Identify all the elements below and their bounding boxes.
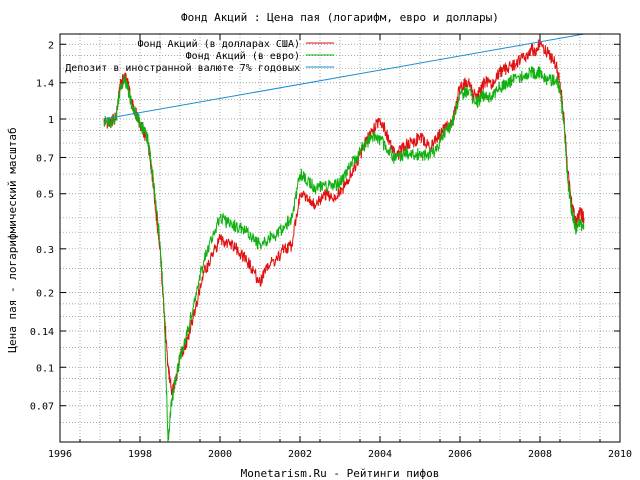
plot-frame: [59, 33, 621, 443]
y-tick-label: 1.4: [36, 79, 54, 90]
y-tick-label: 2: [48, 40, 54, 51]
x-tick-label: 1998: [128, 449, 152, 460]
x-tick-label: 2006: [448, 449, 472, 460]
legend-label: Депозит в иностранной валюте 7% годовых: [65, 62, 300, 74]
legend: Фонд Акций (в долларах США)Фонд Акций (в…: [65, 38, 334, 74]
chart-title: Фонд Акций : Цена пая (логарифм, евро и …: [181, 11, 499, 24]
x-axis-label: Monetarism.Ru - Рейтинги пифов: [241, 467, 440, 480]
y-tick-label: 0.07: [30, 402, 54, 413]
y-tick-label: 1: [48, 115, 54, 126]
axes: 1996 1998 2000 2002 2004 2006 2008 2010 0.07 0.1 0…: [30, 34, 632, 460]
y-tick-label: 0.2: [36, 289, 54, 300]
y-tick-label: 0.3: [36, 245, 54, 256]
series-line-2: [103, 65, 585, 443]
y-tick-label: 0.7: [36, 153, 54, 164]
grid: [60, 34, 620, 442]
series-line-1: [103, 39, 585, 396]
x-tick-label: 2004: [368, 449, 392, 460]
y-axis-label: Цена пая - логарифмический масштаб: [6, 127, 19, 352]
y-tick-label: 0.1: [36, 363, 54, 374]
x-tick-label: 1996: [48, 449, 72, 460]
y-tick-label: 0.14: [30, 327, 54, 338]
x-tick-label: 2010: [608, 449, 632, 460]
legend-label: Фонд Акций (в долларах США): [137, 38, 300, 50]
x-tick-label: 2008: [528, 449, 552, 460]
series-layer: [103, 33, 585, 443]
legend-label: Фонд Акций (в евро): [186, 50, 300, 62]
x-tick-label: 2000: [208, 449, 232, 460]
x-tick-label: 2002: [288, 449, 312, 460]
y-tick-label: 0.5: [36, 190, 54, 201]
series-line-3: [103, 33, 585, 120]
